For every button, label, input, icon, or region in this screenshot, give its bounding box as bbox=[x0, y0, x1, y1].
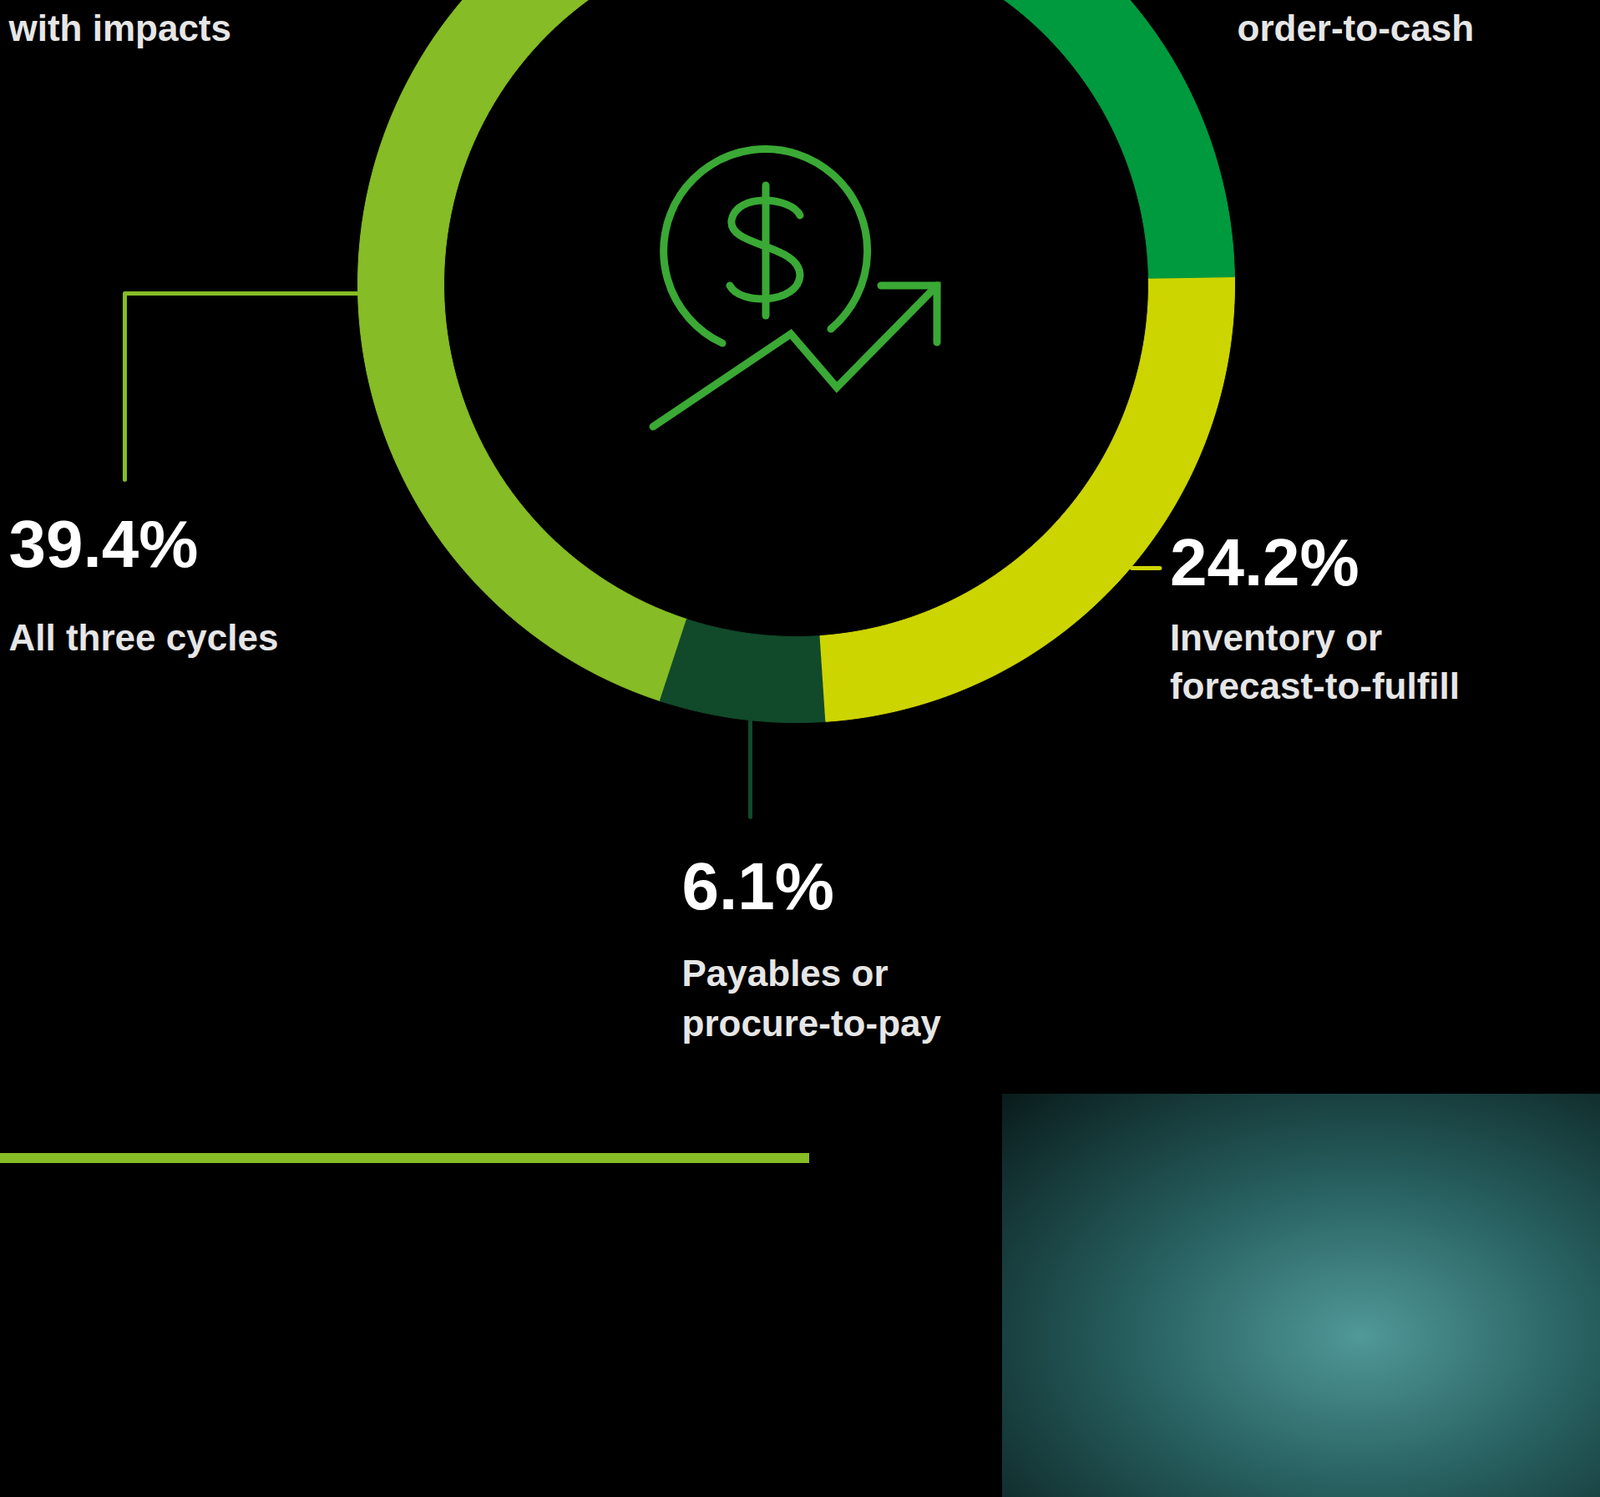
svg-text:forecast-to-fulfill: forecast-to-fulfill bbox=[1169, 665, 1460, 707]
svg-text:All three cycles: All three cycles bbox=[9, 617, 279, 659]
svg-text:24.2%: 24.2% bbox=[1169, 525, 1360, 600]
svg-text:6.1%: 6.1% bbox=[682, 849, 835, 924]
svg-text:Payables or: Payables or bbox=[682, 952, 889, 994]
svg-text:Inventory or: Inventory or bbox=[1169, 617, 1383, 659]
svg-text:with impacts: with impacts bbox=[8, 7, 233, 49]
svg-text:order-to-cash: order-to-cash bbox=[1237, 7, 1475, 49]
svg-text:39.4%: 39.4% bbox=[9, 506, 199, 582]
svg-text:procure-to-pay: procure-to-pay bbox=[682, 1002, 942, 1044]
